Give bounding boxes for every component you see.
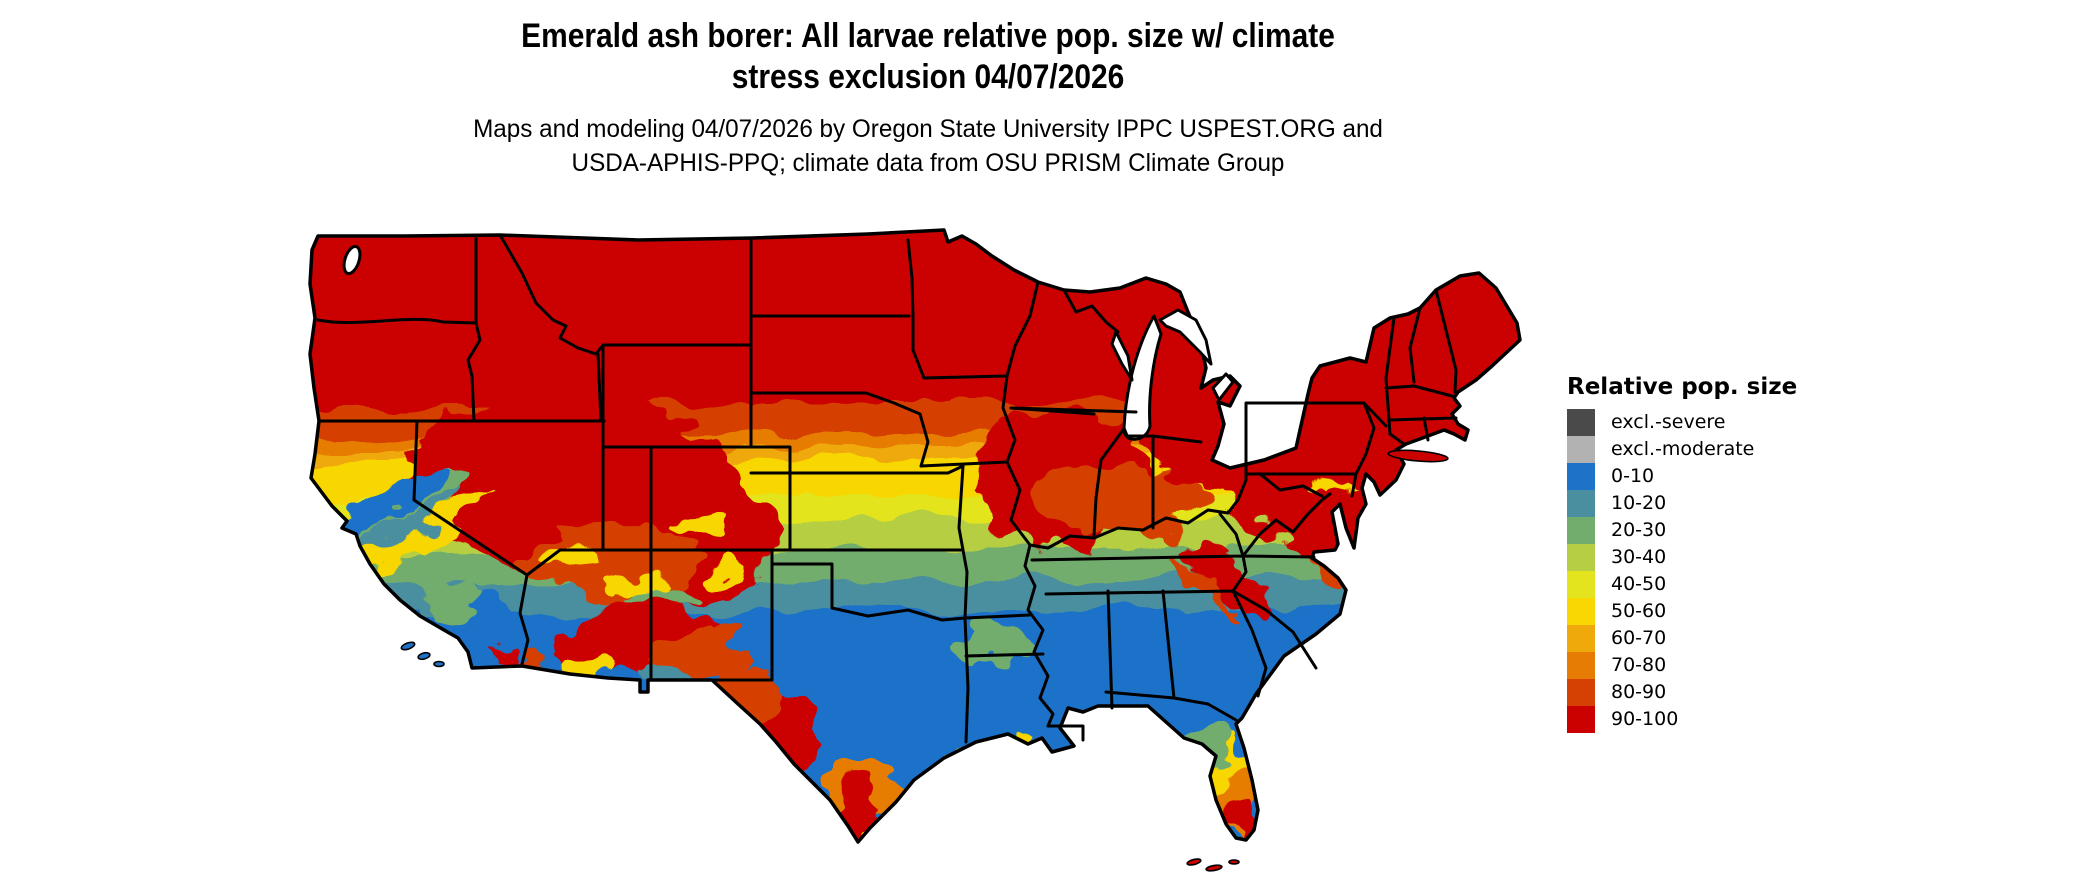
legend-swatch <box>1567 463 1595 490</box>
islands <box>400 449 1449 872</box>
legend-item: 30-40 <box>1567 544 1867 571</box>
long-island <box>1387 449 1449 463</box>
legend-title: Relative pop. size <box>1567 374 1798 400</box>
legend-swatch <box>1567 625 1595 652</box>
legend-label: excl.-severe <box>1611 411 1726 433</box>
state-borders <box>316 233 1458 744</box>
legend-label: 10-20 <box>1611 492 1667 514</box>
legend-item: 60-70 <box>1567 625 1867 652</box>
legend-item: 0-10 <box>1567 463 1867 490</box>
legend-swatch <box>1567 706 1595 733</box>
legend-swatch <box>1567 679 1595 706</box>
map-subtitle: Maps and modeling 04/07/2026 by Oregon S… <box>327 112 1530 180</box>
legend-swatch <box>1567 436 1595 463</box>
legend-item: 90-100 <box>1567 706 1867 733</box>
legend-label: 20-30 <box>1611 519 1667 541</box>
legend-label: 50-60 <box>1611 600 1667 622</box>
borders-southeast <box>1030 492 1332 722</box>
legend-swatch <box>1567 652 1595 679</box>
map-subtitle-line1: Maps and modeling 04/07/2026 by Oregon S… <box>473 115 1383 143</box>
legend-items: excl.-severe excl.-moderate 0-10 10-20 20-30… <box>1567 409 1867 733</box>
green-bay <box>1110 330 1134 382</box>
legend-item: 50-60 <box>1567 598 1867 625</box>
legend-swatch <box>1567 544 1595 571</box>
legend-label: 80-90 <box>1611 681 1667 703</box>
map-title-line2: stress exclusion 04/07/2026 <box>731 58 1125 96</box>
legend-label: 70-80 <box>1611 654 1667 676</box>
legend-item: 80-90 <box>1567 679 1867 706</box>
legend-item: 10-20 <box>1567 490 1867 517</box>
us-map-svg <box>308 228 1522 872</box>
us-map <box>308 228 1553 886</box>
legend-swatch <box>1567 571 1595 598</box>
map-title-line1: Emerald ash borer: All larvae relative p… <box>521 17 1335 55</box>
legend-label: excl.-moderate <box>1611 438 1755 460</box>
borders-northeast <box>1244 288 1458 498</box>
map-title: Emerald ash borer: All larvae relative p… <box>382 16 1473 98</box>
great-lakes <box>342 245 1235 441</box>
legend-label: 90-100 <box>1611 708 1679 730</box>
legend-label: 60-70 <box>1611 627 1667 649</box>
legend-swatch <box>1567 409 1595 436</box>
borders-west <box>316 233 1045 744</box>
map-subtitle-line2: USDA-APHIS-PPQ; climate data from OSU PR… <box>571 149 1285 177</box>
legend-label: 40-50 <box>1611 573 1667 595</box>
legend-item: 40-50 <box>1567 571 1867 598</box>
borders-midwest <box>1009 288 1203 538</box>
legend-swatch <box>1567 517 1595 544</box>
legend-item: 20-30 <box>1567 517 1867 544</box>
saginaw-bay <box>1211 372 1235 402</box>
legend-swatch <box>1567 490 1595 517</box>
raster-fill-layer <box>310 230 1520 842</box>
legend-item: 70-80 <box>1567 652 1867 679</box>
lake-michigan <box>1122 314 1163 441</box>
puget-sound <box>342 245 362 275</box>
legend-item: excl.-moderate <box>1567 436 1867 463</box>
legend-item: excl.-severe <box>1567 409 1867 436</box>
lake-huron-straits <box>1158 308 1213 366</box>
legend-label: 0-10 <box>1611 465 1655 487</box>
legend-swatch <box>1567 598 1595 625</box>
legend-label: 30-40 <box>1611 546 1667 568</box>
legend: Relative pop. size excl.-severe excl.-mod… <box>1567 374 1867 733</box>
